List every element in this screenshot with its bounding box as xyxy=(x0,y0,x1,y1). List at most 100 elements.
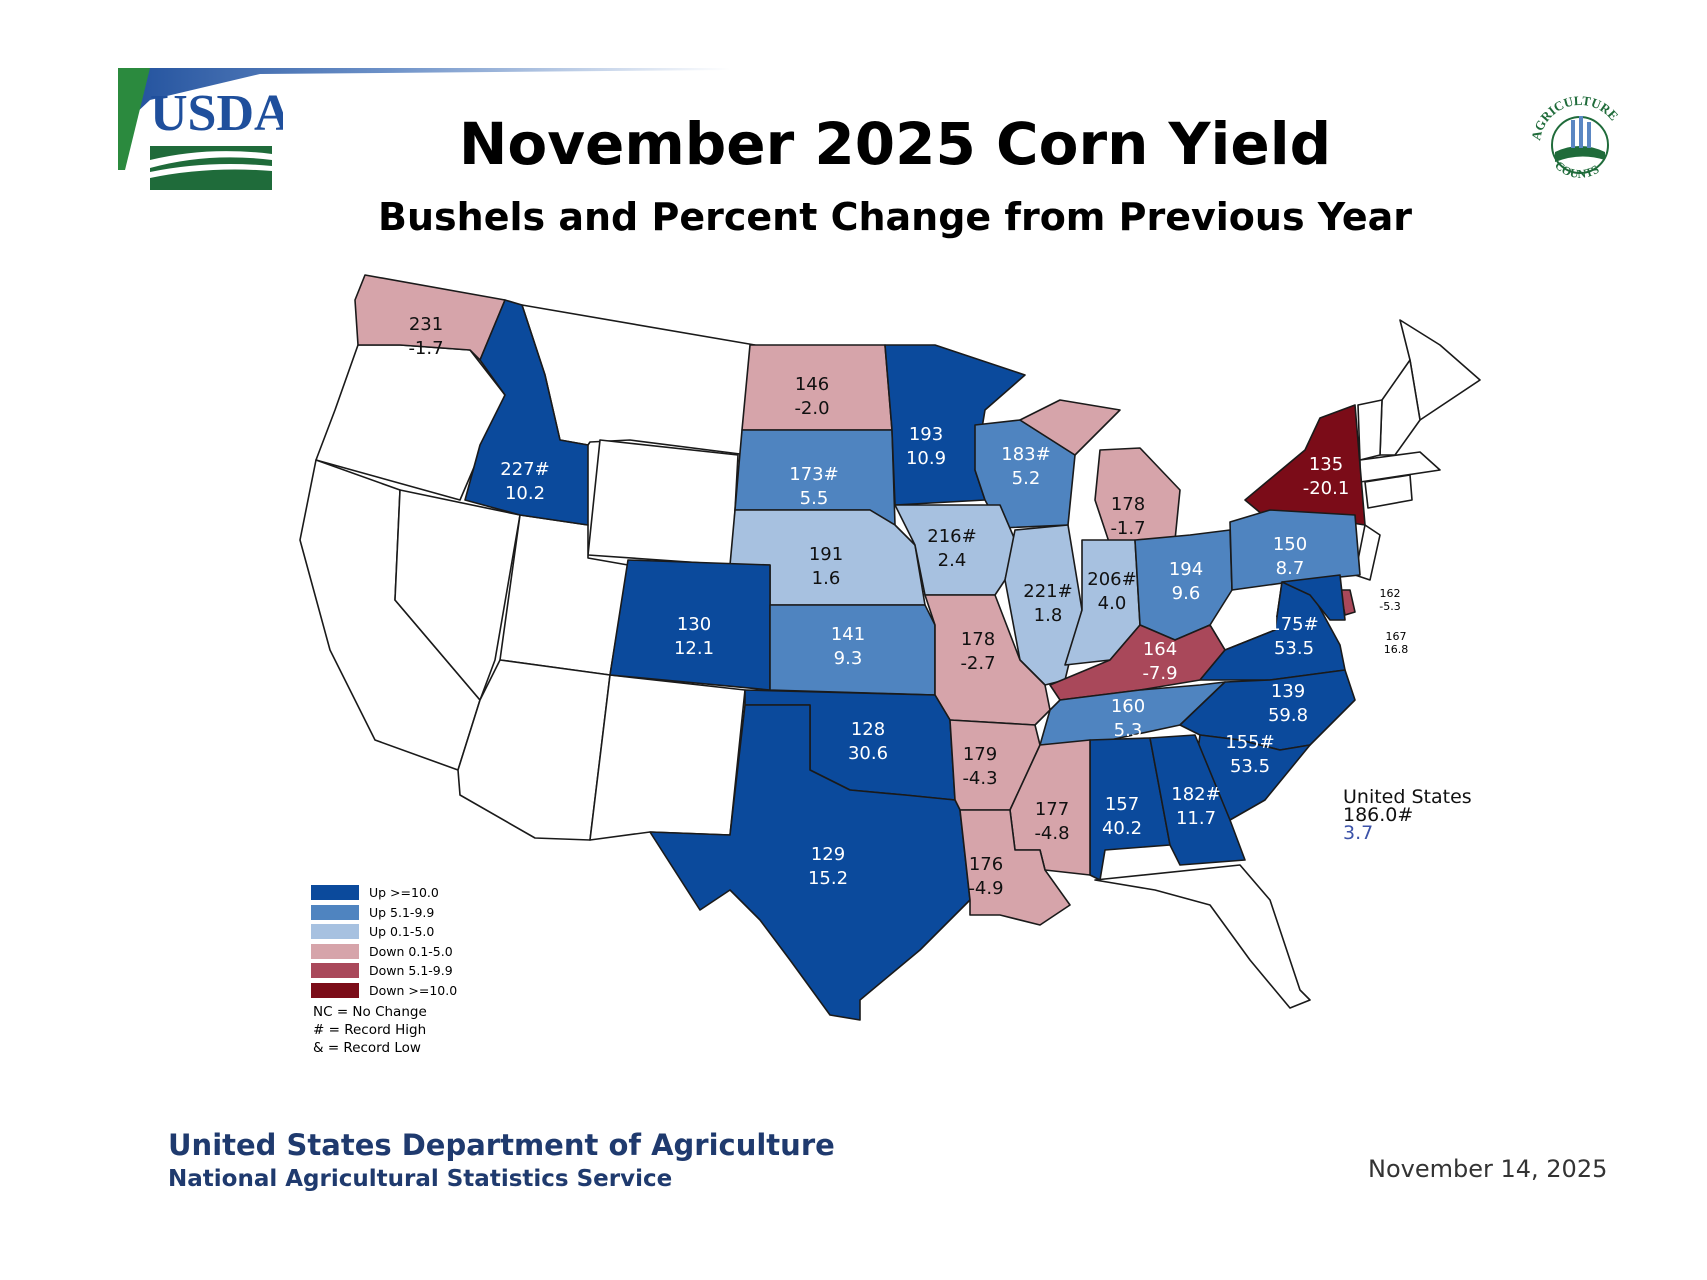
legend-label: Down 5.1-9.9 xyxy=(369,963,453,979)
state-NM xyxy=(589,674,746,841)
state-la-yield: 176 xyxy=(969,854,1003,875)
legend-swatch xyxy=(311,963,359,979)
state-WY xyxy=(587,439,739,566)
legend-label: Up >=10.0 xyxy=(369,885,439,901)
agriculture-counts-seal: AGRICULTURE COUNTS xyxy=(1528,93,1621,181)
state-FL xyxy=(1094,864,1311,1009)
state-sd-change: 5.5 xyxy=(800,488,829,509)
legend-item: Down 5.1-9.9 xyxy=(311,961,511,981)
state-md-yield: 167 xyxy=(1386,630,1407,643)
state-sc-change: 53.5 xyxy=(1230,756,1270,777)
state-NV xyxy=(394,489,521,701)
state-oh-yield: 194 xyxy=(1169,559,1203,580)
state-va-yield: 175# xyxy=(1269,614,1318,635)
footer-date: November 14, 2025 xyxy=(1368,1155,1608,1183)
state-sc-yield: 155# xyxy=(1225,732,1274,753)
state-al-change: 40.2 xyxy=(1102,818,1142,839)
state-tn-change: 5.3 xyxy=(1114,720,1143,741)
page-title: November 2025 Corn Yield xyxy=(458,110,1332,178)
state-mo-yield: 178 xyxy=(961,629,995,650)
legend-swatch xyxy=(311,924,359,940)
state-ia-change: 2.4 xyxy=(938,550,967,571)
us-total-yield: 186.0# xyxy=(1343,804,1414,826)
state-ar-change: -4.3 xyxy=(962,768,997,789)
state-ga-yield: 182# xyxy=(1171,784,1220,805)
legend-swatch xyxy=(311,885,359,901)
state-ky-change: -7.9 xyxy=(1142,663,1177,684)
state-co-yield: 130 xyxy=(677,614,711,635)
state-wa-change: -1.7 xyxy=(408,338,443,359)
state-wi-yield: 183# xyxy=(1001,444,1050,465)
legend-label: Down 0.1-5.0 xyxy=(369,943,453,959)
us-total-label: United States xyxy=(1343,786,1472,808)
state-wi-change: 5.2 xyxy=(1012,468,1041,489)
legend-swatch xyxy=(311,904,359,920)
state-va-change: 53.5 xyxy=(1274,638,1314,659)
state-CT xyxy=(1364,474,1413,509)
legend-swatch xyxy=(311,943,359,959)
state-wa-yield: 231 xyxy=(409,314,443,335)
state-NY xyxy=(1244,404,1366,526)
state-LA xyxy=(959,809,1071,926)
state-ME xyxy=(1399,319,1481,421)
state-ar-yield: 179 xyxy=(963,744,997,765)
legend-note: & = Record Low xyxy=(313,1040,421,1056)
state-nd-change: -2.0 xyxy=(794,398,829,419)
state-mi-yield: 178 xyxy=(1111,494,1145,515)
state-mn-change: 10.9 xyxy=(906,448,946,469)
state-ms-yield: 177 xyxy=(1035,799,1069,820)
legend-label: Up 0.1-5.0 xyxy=(369,924,435,940)
state-MI-UP xyxy=(1019,399,1121,456)
state-ne-yield: 191 xyxy=(809,544,843,565)
legend: Up >=10.0 Up 5.1-9.9 Up 0.1-5.0 Down 0.1… xyxy=(311,883,511,1058)
legend-label: Down >=10.0 xyxy=(369,982,458,998)
state-ok-yield: 128 xyxy=(851,719,885,740)
state-nc-yield: 139 xyxy=(1271,681,1305,702)
state-in-change: 4.0 xyxy=(1098,593,1127,614)
footer-org-line1: United States Department of Agriculture xyxy=(168,1128,835,1162)
state-mn-yield: 193 xyxy=(909,424,943,445)
state-md-change: 16.8 xyxy=(1384,643,1409,656)
state-PA xyxy=(1229,509,1361,591)
state-tx-yield: 129 xyxy=(811,844,845,865)
state-GA xyxy=(1149,734,1246,866)
footer-org-line2: National Agricultural Statistics Service xyxy=(168,1166,673,1192)
state-ia-yield: 216# xyxy=(927,526,976,547)
state-nc-change: 59.8 xyxy=(1268,705,1308,726)
us-total: United States 186.0# 3.7 xyxy=(1343,786,1472,844)
usda-logo: USDA xyxy=(150,85,283,190)
state-il-yield: 221# xyxy=(1023,581,1072,602)
state-ID xyxy=(464,299,589,526)
legend-swatch xyxy=(311,982,359,998)
legend-item: Down >=10.0 xyxy=(311,981,511,1001)
legend-item: Up 0.1-5.0 xyxy=(311,922,511,942)
state-ny-change: -20.1 xyxy=(1303,478,1350,499)
state-oh-change: 9.6 xyxy=(1172,583,1201,604)
state-il-change: 1.8 xyxy=(1034,605,1063,626)
legend-label: Up 5.1-9.9 xyxy=(369,904,435,920)
state-ky-yield: 164 xyxy=(1143,639,1177,660)
state-TX xyxy=(649,704,971,1021)
state-id-change: 10.2 xyxy=(505,483,545,504)
legend-item: Up >=10.0 xyxy=(311,883,511,903)
state-MO xyxy=(924,594,1051,726)
state-ny-yield: 135 xyxy=(1309,454,1343,475)
state-mo-change: -2.7 xyxy=(960,653,995,674)
legend-item: Up 5.1-9.9 xyxy=(311,903,511,923)
state-nd-yield: 146 xyxy=(795,374,829,395)
state-la-change: -4.9 xyxy=(968,878,1003,899)
us-total-change: 3.7 xyxy=(1343,822,1374,844)
state-sd-yield: 173# xyxy=(789,464,838,485)
legend-note: NC = No Change xyxy=(313,1004,427,1020)
state-tn-yield: 160 xyxy=(1111,696,1145,717)
state-al-yield: 157 xyxy=(1105,794,1139,815)
state-IA xyxy=(894,504,1016,596)
state-tx-change: 15.2 xyxy=(808,868,848,889)
state-ok-change: 30.6 xyxy=(848,743,888,764)
state-ks-yield: 141 xyxy=(831,624,865,645)
state-pa-yield: 150 xyxy=(1273,534,1307,555)
state-MD xyxy=(1281,574,1346,621)
state-co-change: 12.1 xyxy=(674,638,714,659)
state-ne-change: 1.6 xyxy=(812,568,841,589)
